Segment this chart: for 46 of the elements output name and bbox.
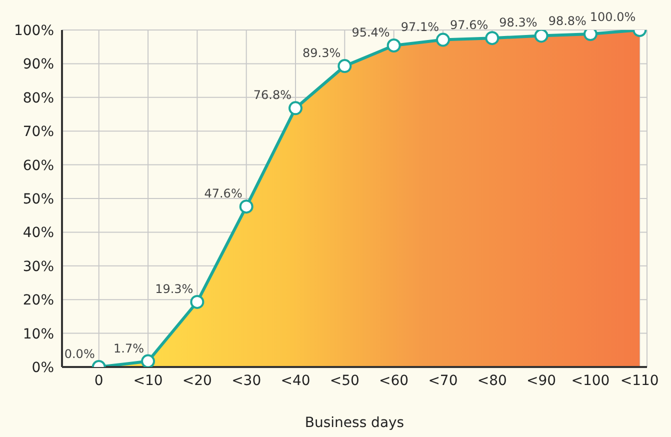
x-tick-label: <50 xyxy=(330,372,360,389)
data-label: 47.6% xyxy=(204,186,242,201)
data-label: 0.0% xyxy=(64,347,95,361)
y-tick-label: 90% xyxy=(22,56,54,73)
point xyxy=(534,30,548,43)
y-tick-label: 70% xyxy=(22,124,54,140)
data-label: 98.3% xyxy=(499,16,538,30)
x-tick-label: <20 xyxy=(182,372,212,389)
point xyxy=(190,294,204,309)
y-tick-label: 60% xyxy=(22,158,54,174)
y-tick-label: 50% xyxy=(22,191,54,208)
x-tick-label: <70 xyxy=(428,372,458,389)
point xyxy=(141,354,156,367)
x-tick-label: <10 xyxy=(133,372,163,389)
point xyxy=(583,30,598,42)
x-tick-label: <90 xyxy=(526,372,556,389)
x-tick-label: <30 xyxy=(232,372,262,389)
x-tick-label: <60 xyxy=(379,372,409,389)
x-tick-label: <110 xyxy=(620,372,659,389)
x-tick-label: <40 xyxy=(280,372,310,389)
y-tick-label: 80% xyxy=(22,90,54,106)
point xyxy=(338,59,352,74)
y-tick-label: 0% xyxy=(32,360,54,376)
y-tick-label: 100% xyxy=(14,22,54,39)
data-label: 19.3% xyxy=(155,282,194,296)
point xyxy=(485,31,500,46)
y-tick-label: 20% xyxy=(22,292,54,309)
data-label: 89.3% xyxy=(302,46,341,60)
data-label: 95.4% xyxy=(352,26,390,40)
data-label: 100.0% xyxy=(590,10,636,24)
data-label: 97.1% xyxy=(400,20,439,34)
point xyxy=(288,101,303,116)
point xyxy=(386,38,401,52)
x-tick-label: 0 xyxy=(94,372,104,389)
x-tick-label: <100 xyxy=(571,372,610,389)
data-label: 76.8% xyxy=(253,88,292,102)
data-label: 98.8% xyxy=(548,14,586,28)
x-tick-label: <80 xyxy=(477,372,507,389)
y-tick-label: 30% xyxy=(22,258,54,275)
x-axis-title: Business days xyxy=(304,415,404,431)
point xyxy=(436,32,450,47)
y-tick-label: 40% xyxy=(22,225,54,242)
y-tick-label: 10% xyxy=(22,326,54,342)
point xyxy=(239,200,254,214)
data-label: 1.7% xyxy=(114,341,144,356)
data-label: 97.6% xyxy=(450,18,488,32)
